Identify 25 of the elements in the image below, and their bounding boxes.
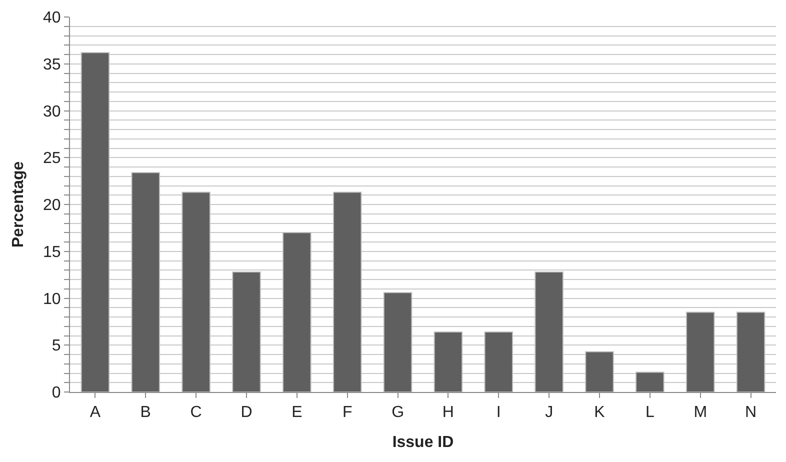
x-tick-label: K [594,404,606,422]
y-tick-label: 10 [43,290,61,308]
x-tick-label: J [545,404,554,422]
x-tick-label: D [240,404,252,422]
y-tick-label: 30 [43,103,61,120]
x-tick-label: C [190,404,202,422]
x-tick-label: A [90,404,101,422]
y-tick-label: 0 [52,384,61,402]
y-tick-label: 15 [43,244,61,261]
x-tick-label: G [392,404,404,422]
x-tick-label: M [694,404,708,422]
y-tick-label: 40 [43,10,61,27]
y-tick-label: 20 [43,197,61,214]
x-tick-label: I [496,404,501,422]
x-tick-label: E [292,404,302,422]
x-tick-label: B [140,404,151,422]
x-tick-label: H [442,404,454,422]
x-tick-label: L [645,404,654,422]
y-tick-label: 35 [43,56,61,74]
y-axis-title: Percentage [10,161,27,248]
y-tick-label: 25 [43,150,61,168]
x-tick-label: F [342,404,352,422]
x-tick-label: N [745,404,757,422]
x-axis-title: Issue ID [392,434,454,451]
y-tick-label: 5 [52,338,61,355]
